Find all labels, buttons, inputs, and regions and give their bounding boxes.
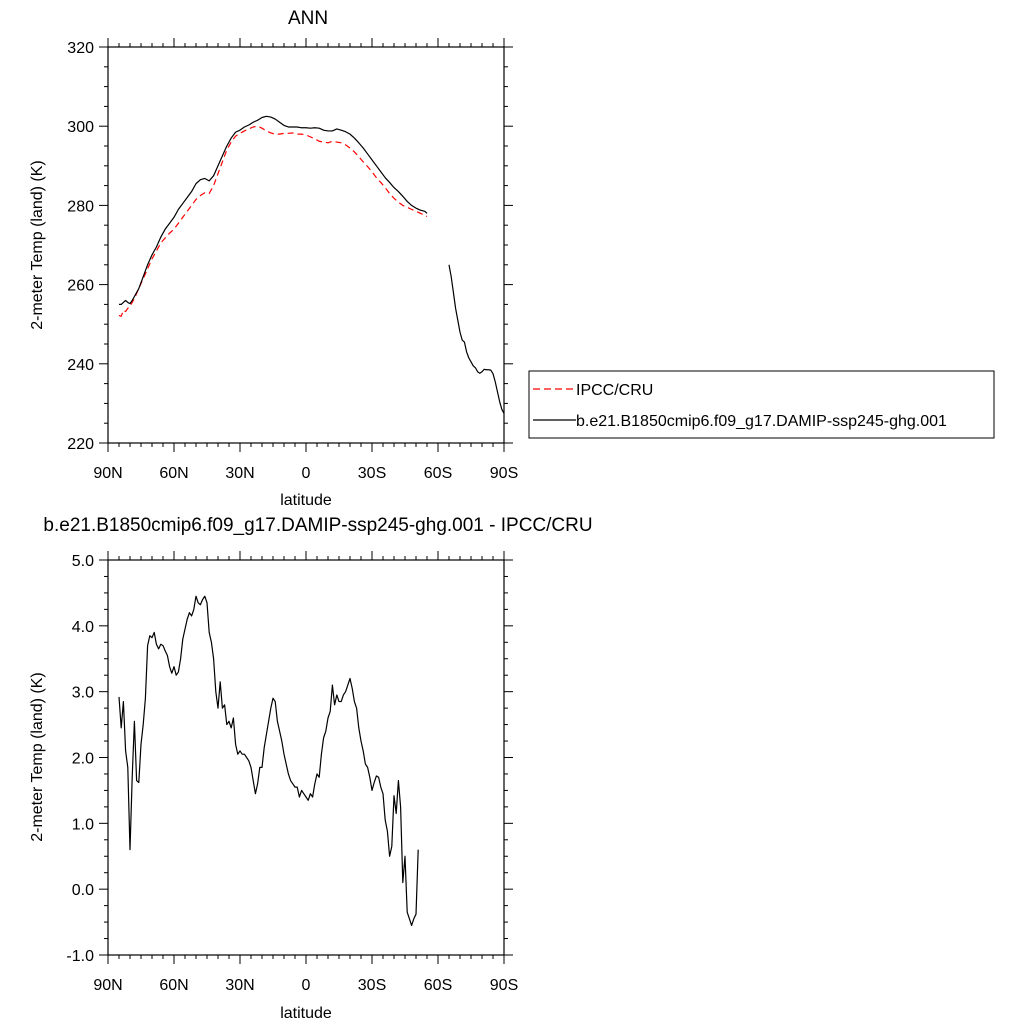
- x-tick-label: 0: [302, 977, 311, 994]
- x-tick-label: 0: [302, 465, 311, 482]
- legend: IPCC/CRU b.e21.B1850cmip6.f09_g17.DAMIP-…: [528, 370, 995, 439]
- top-series-group: [118, 115, 505, 414]
- bottom-x-axis-label: latitude: [280, 1005, 332, 1022]
- series-line-1: [119, 115, 505, 414]
- y-tick-label: 300: [67, 119, 94, 136]
- bottom-y-axis-label: 2-meter Temp (land) (K): [29, 672, 46, 842]
- bottom-x-axis: 90N 60N 30N 0 30S 60S 90S: [93, 551, 518, 994]
- y-tick-label: 4.0: [72, 619, 94, 636]
- legend-frame: [528, 370, 995, 439]
- bottom-y-axis: -1.0 0.0 1.0 2.0 3.0 4.0 5.0: [66, 553, 513, 965]
- y-tick-label: 1.0: [72, 816, 94, 833]
- y-tick-label: 0.0: [72, 882, 94, 899]
- y-tick-label: -1.0: [66, 948, 94, 965]
- y-tick-label: 220: [67, 436, 94, 453]
- x-tick-label: 30S: [358, 977, 386, 994]
- y-tick-label: 260: [67, 278, 94, 295]
- x-tick-label: 60S: [424, 977, 452, 994]
- y-tick-label: 240: [67, 357, 94, 374]
- top-x-axis-label: latitude: [280, 492, 332, 509]
- y-tick-label: 2.0: [72, 751, 94, 768]
- x-tick-label: 90N: [93, 977, 122, 994]
- top-plot-frame: [107, 46, 505, 444]
- x-tick-label: 30N: [225, 977, 254, 994]
- legend-label-ipcc-cru: IPCC/CRU: [576, 382, 653, 399]
- x-tick-label: 90N: [93, 465, 122, 482]
- top-y-axis-label: 2-meter Temp (land) (K): [29, 160, 46, 330]
- x-tick-label: 90S: [490, 465, 518, 482]
- x-tick-label: 30N: [225, 465, 254, 482]
- top-chart-title: ANN: [288, 8, 328, 29]
- y-tick-label: 3.0: [72, 685, 94, 702]
- x-tick-label: 60S: [424, 465, 452, 482]
- y-tick-label: 320: [67, 40, 94, 57]
- y-tick-label: 280: [67, 198, 94, 215]
- top-y-axis: 220 240 260 280 300 320: [67, 40, 513, 453]
- bottom-series-group: [118, 595, 419, 926]
- panel-temperature-difference: b.e21.B1850cmip6.f09_g17.DAMIP-ssp245-gh…: [29, 515, 593, 1022]
- y-tick-label: 5.0: [72, 553, 94, 570]
- bottom-chart-title: b.e21.B1850cmip6.f09_g17.DAMIP-ssp245-gh…: [43, 515, 592, 536]
- x-tick-label: 60N: [159, 465, 188, 482]
- series-line-0: [118, 595, 419, 926]
- bottom-plot-frame: [107, 559, 505, 956]
- x-tick-label: 90S: [490, 977, 518, 994]
- x-tick-label: 60N: [159, 977, 188, 994]
- series-line-0: [118, 125, 428, 317]
- legend-label-model: b.e21.B1850cmip6.f09_g17.DAMIP-ssp245-gh…: [576, 413, 947, 430]
- x-tick-label: 30S: [358, 465, 386, 482]
- top-x-axis: 90N 60N 30N 0 30S 60S 90S: [93, 38, 518, 482]
